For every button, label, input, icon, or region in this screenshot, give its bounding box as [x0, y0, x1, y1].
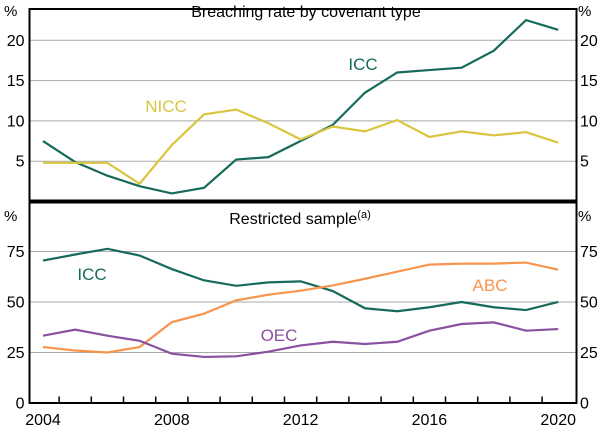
unit-label-bottom-left: % — [4, 208, 17, 225]
series-line-icc — [42, 18, 559, 195]
y-tick-label-left: 5 — [16, 154, 25, 171]
x-tick-label: 2020 — [540, 412, 576, 429]
series-line-nicc — [43, 108, 559, 186]
y-tick-label-right: 20 — [580, 33, 598, 50]
y-tick-label-left: 50 — [7, 294, 25, 311]
y-tick-label-left: 15 — [7, 73, 25, 90]
x-tick-label: 2012 — [283, 412, 319, 429]
y-tick-label-right: 75 — [580, 244, 598, 261]
x-tick-label: 2004 — [25, 412, 61, 429]
unit-label-top-right: % — [578, 3, 591, 20]
y-tick-label-right: 15 — [580, 73, 598, 90]
series-label-icc-top: ICC — [348, 55, 377, 74]
bottom-panel-title-footnote-marker: (a) — [357, 209, 370, 221]
y-tick-label-right: 10 — [580, 113, 598, 130]
series-label-icc-bottom: ICC — [77, 265, 106, 284]
series-line-oec — [42, 321, 559, 359]
series-label-abc: ABC — [473, 276, 508, 295]
y-tick-label-right: 5 — [580, 154, 589, 171]
plot-frame — [28, 8, 578, 404]
y-tick-label-left: 0 — [16, 396, 25, 413]
y-tick-label-left: 20 — [7, 33, 25, 50]
x-tick-label: 2008 — [154, 412, 190, 429]
series-line-icc — [42, 247, 559, 313]
y-tick-label-right: 25 — [580, 345, 598, 362]
y-tick-label-right: 0 — [580, 396, 589, 413]
top-panel-title: Breaching rate by covenant type — [191, 4, 421, 21]
y-tick-label-right: 50 — [580, 294, 598, 311]
y-tick-label-left: 75 — [7, 244, 25, 261]
bottom-panel-title: Restricted sample(a) — [229, 209, 371, 228]
series-line-abc — [42, 261, 559, 354]
y-tick-label-left: 10 — [7, 113, 25, 130]
x-tick-label: 2016 — [412, 412, 448, 429]
y-tick-label-left: 25 — [7, 345, 25, 362]
unit-label-top-left: % — [4, 3, 17, 20]
unit-label-bottom-right: % — [578, 208, 591, 225]
bottom-panel-title-text: Restricted sample — [229, 211, 357, 228]
series-label-nicc: NICC — [145, 97, 187, 116]
series-label-oec: OEC — [261, 326, 298, 345]
